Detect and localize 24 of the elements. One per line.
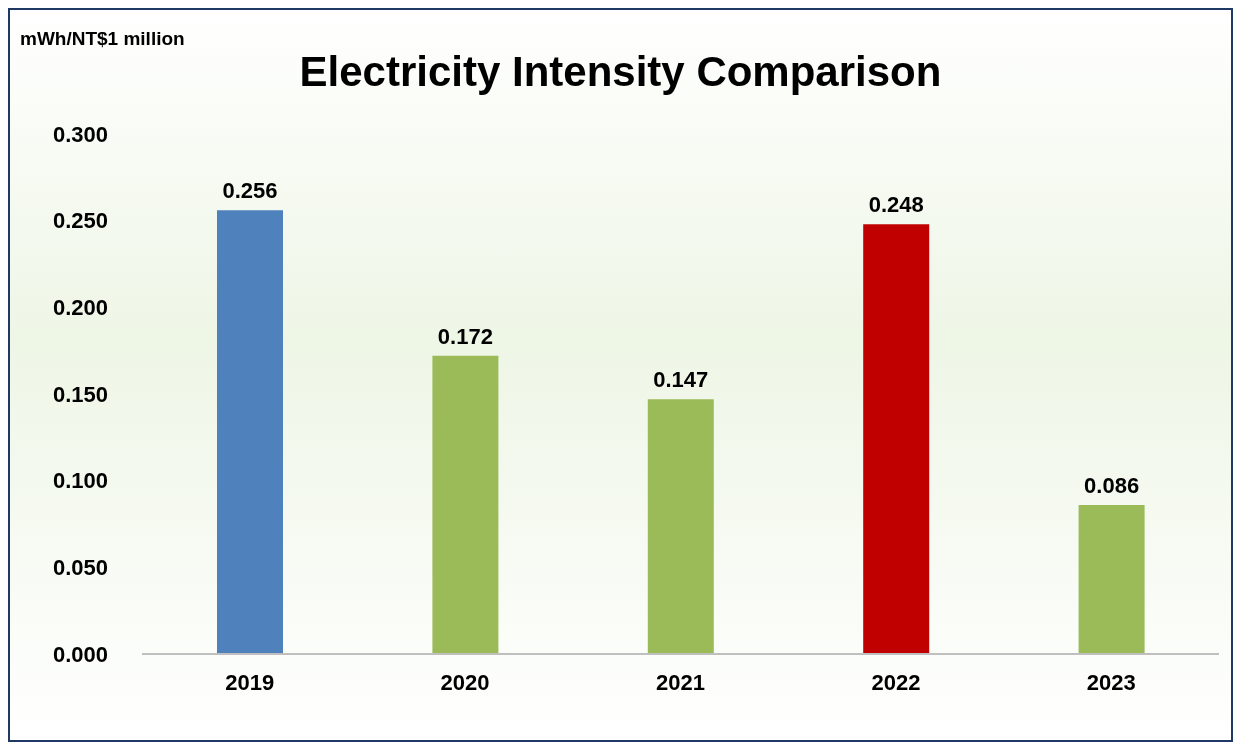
x-tick-label: 2023 bbox=[1086, 669, 1136, 695]
y-tick-label: 0.250 bbox=[52, 208, 108, 234]
data-label: 0.147 bbox=[653, 367, 709, 393]
x-tick-label: 2022 bbox=[871, 669, 921, 695]
x-tick-label: 2020 bbox=[440, 669, 490, 695]
y-axis-title: mWh/NT$1 million bbox=[20, 28, 185, 50]
y-tick-label: 0.300 bbox=[52, 121, 108, 147]
bar bbox=[863, 224, 930, 654]
bar bbox=[432, 355, 499, 654]
data-label: 0.248 bbox=[868, 192, 924, 218]
y-tick-label: 0.200 bbox=[52, 295, 108, 321]
bar bbox=[1078, 504, 1145, 654]
y-tick-label: 0.050 bbox=[52, 555, 108, 581]
data-label: 0.086 bbox=[1084, 472, 1140, 498]
y-tick-label: 0.150 bbox=[52, 381, 108, 407]
bar bbox=[647, 399, 714, 654]
x-tick-label: 2019 bbox=[225, 669, 275, 695]
data-label: 0.172 bbox=[437, 323, 493, 349]
data-label: 0.256 bbox=[222, 178, 278, 204]
x-tick-label: 2021 bbox=[656, 669, 705, 695]
y-tick-label: 0.100 bbox=[52, 468, 108, 494]
y-tick-label: 0.000 bbox=[52, 641, 108, 667]
bar bbox=[217, 210, 283, 654]
chart-title: Electricity Intensity Comparison bbox=[298, 48, 943, 96]
